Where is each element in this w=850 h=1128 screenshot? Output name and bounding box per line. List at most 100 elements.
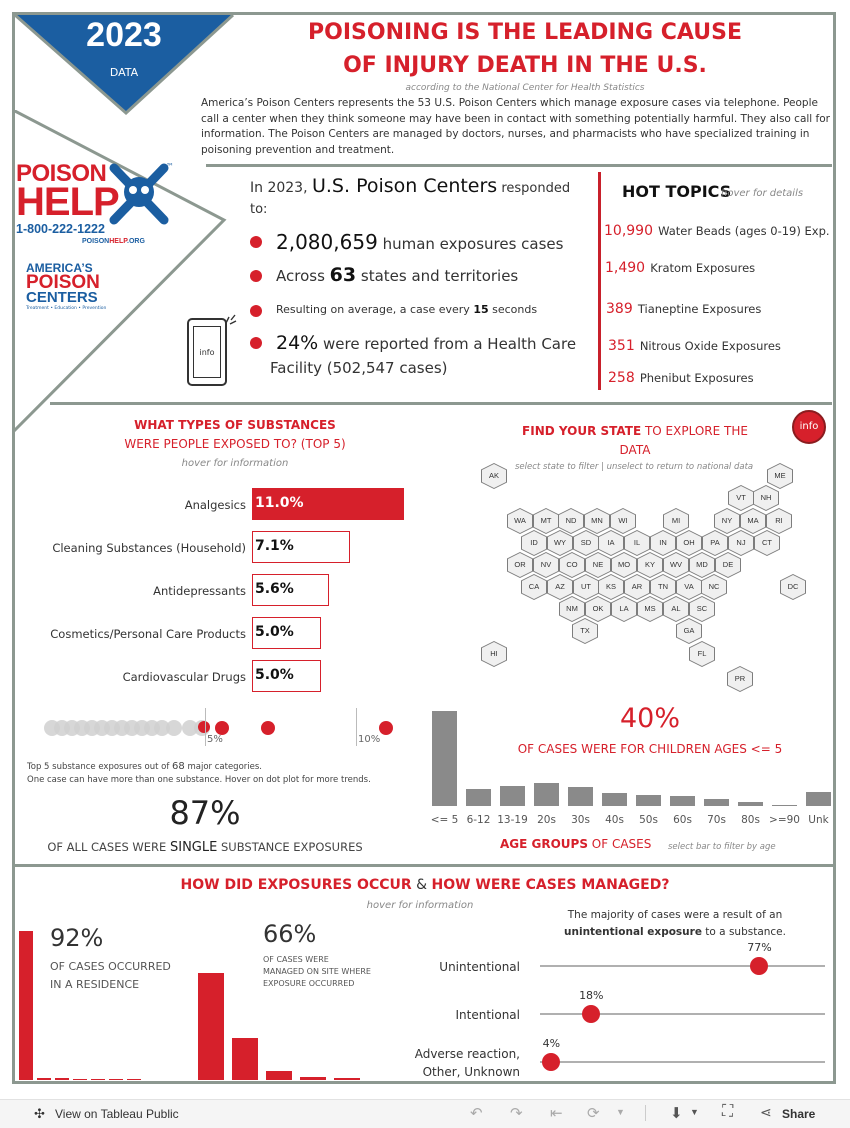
exposure-title: HOW DID EXPOSURES OCCUR & HOW WERE CASES… <box>180 877 670 893</box>
reason-track <box>540 965 825 967</box>
bullet-dot <box>250 270 262 282</box>
redo-icon[interactable]: ↷ <box>510 1105 523 1122</box>
hot-topic-item[interactable]: 389 Tianeptine Exposures <box>606 301 762 317</box>
year-value: 2023 <box>86 16 162 54</box>
phone-info-icon[interactable]: info <box>187 318 227 386</box>
age-bar[interactable] <box>602 793 627 806</box>
onsite-bar[interactable] <box>300 1077 326 1080</box>
residence-bar[interactable] <box>73 1079 87 1080</box>
tableau-toolbar: ✣ View on Tableau Public ↶ ↷ ⇤ ⟳ ▼ ⬇ ▼ ⛶… <box>0 1099 850 1128</box>
chevron-down-icon[interactable]: ▼ <box>616 1107 625 1117</box>
residence-bar[interactable] <box>55 1078 69 1080</box>
undo-icon[interactable]: ↶ <box>470 1105 483 1122</box>
hot-topic-item[interactable]: 10,990 Water Beads (ages 0-19) Exp. <box>604 223 830 239</box>
residence-bar[interactable] <box>19 931 33 1080</box>
state-hex-tx[interactable]: TX <box>572 618 598 644</box>
state-hex-dc[interactable]: DC <box>780 574 806 600</box>
reason-dot[interactable] <box>750 957 769 975</box>
state-hex-vt[interactable]: VT <box>728 485 754 511</box>
onsite-label1: OF CASES WERE <box>263 955 329 964</box>
refresh-icon[interactable]: ⟳ <box>587 1105 600 1122</box>
summary-intro: In 2023, U.S. Poison Centers responded t… <box>250 175 571 217</box>
substance-bar[interactable] <box>252 574 329 606</box>
substances-note1: Top 5 substance exposures out of 68 majo… <box>27 761 262 772</box>
page-title-line2: OF INJURY DEATH IN THE U.S. <box>343 53 707 78</box>
substance-value-label: 11.0% <box>255 495 304 511</box>
onsite-bar[interactable] <box>232 1038 258 1080</box>
state-hex-label: ND <box>559 509 583 533</box>
state-hex-hi[interactable]: HI <box>481 641 507 667</box>
substance-bar[interactable] <box>252 531 350 563</box>
chevron-down-icon[interactable]: ▼ <box>690 1107 699 1117</box>
substance-bar[interactable] <box>252 488 404 520</box>
age-hint: select bar to filter by age <box>668 842 776 852</box>
age-bar[interactable] <box>432 711 457 806</box>
residence-bar[interactable] <box>37 1078 51 1080</box>
state-hex-label: MD <box>690 553 714 577</box>
onsite-label3: EXPOSURE OCCURRED <box>263 979 355 988</box>
residence-bar[interactable] <box>127 1079 141 1080</box>
hot-topic-item[interactable]: 1,490 Kratom Exposures <box>605 260 756 276</box>
age-bar[interactable] <box>568 787 593 806</box>
state-hex-label: AZ <box>548 575 572 599</box>
reason-dot[interactable] <box>542 1053 561 1071</box>
reason-note: The majority of cases were a result of a… <box>564 909 786 938</box>
state-hex-label: PR <box>728 667 752 691</box>
substance-value-label: 5.0% <box>255 667 294 683</box>
substance-bar[interactable] <box>252 660 321 692</box>
onsite-bar[interactable] <box>334 1078 360 1080</box>
age-bar[interactable] <box>806 792 831 806</box>
map-info-button[interactable]: info <box>792 410 826 444</box>
state-hex-sd[interactable]: SD <box>573 530 599 556</box>
state-hex-label: ME <box>768 464 792 488</box>
onsite-pct: 66% <box>263 920 317 948</box>
dashboard-frame <box>12 12 836 1084</box>
view-on-tableau-link[interactable]: View on Tableau Public <box>55 1107 179 1121</box>
reason-label: Intentional <box>455 1008 520 1022</box>
hot-topic-item[interactable]: 258 Phenibut Exposures <box>608 370 754 386</box>
age-bar[interactable] <box>738 802 763 806</box>
age-bar[interactable] <box>500 786 525 806</box>
residence-bar[interactable] <box>91 1079 105 1080</box>
age-bar[interactable] <box>534 783 559 806</box>
state-hex-label: CO <box>560 553 584 577</box>
summary-exposures: 2,080,659 human exposures cases <box>276 230 564 254</box>
logo-help-text: HELP <box>16 180 120 224</box>
substance-value-label: 5.6% <box>255 581 294 597</box>
share-button[interactable]: Share <box>782 1107 816 1121</box>
state-hex-label: MS <box>638 597 662 621</box>
fullscreen-icon[interactable]: ⛶ <box>722 1103 734 1120</box>
substance-value-label: 7.1% <box>255 538 294 554</box>
onsite-bar[interactable] <box>198 973 224 1080</box>
state-hex-label: NH <box>754 486 778 510</box>
divider <box>206 164 832 167</box>
age-tick-label: >=90 <box>769 814 800 826</box>
substance-bar[interactable] <box>252 617 321 649</box>
state-hex-nh[interactable]: NH <box>753 485 779 511</box>
dot-plot[interactable]: 5% 10% <box>40 708 410 753</box>
age-bar[interactable] <box>466 789 491 806</box>
hot-topic-item[interactable]: 351 Nitrous Oxide Exposures <box>608 338 781 354</box>
revert-icon[interactable]: ⇤ <box>550 1105 563 1122</box>
age-bar[interactable] <box>636 795 661 806</box>
age-bar[interactable] <box>772 805 797 806</box>
substances-hint: hover for information <box>181 458 289 469</box>
reason-dot[interactable] <box>582 1005 601 1023</box>
download-icon[interactable]: ⬇ <box>670 1105 683 1122</box>
residence-bar[interactable] <box>109 1079 123 1080</box>
age-tick-label: 30s <box>571 814 590 826</box>
state-hex-label: OH <box>677 531 701 555</box>
state-hex-me[interactable]: ME <box>767 463 793 489</box>
substances-title1: WHAT TYPES OF SUBSTANCES <box>134 418 336 432</box>
state-hex-label: MO <box>612 553 636 577</box>
hot-topics-hint: hover for details <box>721 188 804 199</box>
share-icon[interactable]: ⋖ <box>760 1104 772 1120</box>
reason-track <box>540 1061 825 1063</box>
logo-phone: 1-800-222-1222 <box>16 222 105 236</box>
state-hex-label: PA <box>703 531 727 555</box>
divider <box>15 864 833 867</box>
onsite-bar[interactable] <box>266 1071 292 1080</box>
age-bar[interactable] <box>670 796 695 806</box>
age-bar[interactable] <box>704 799 729 806</box>
state-hex-ak[interactable]: AK <box>481 463 507 489</box>
